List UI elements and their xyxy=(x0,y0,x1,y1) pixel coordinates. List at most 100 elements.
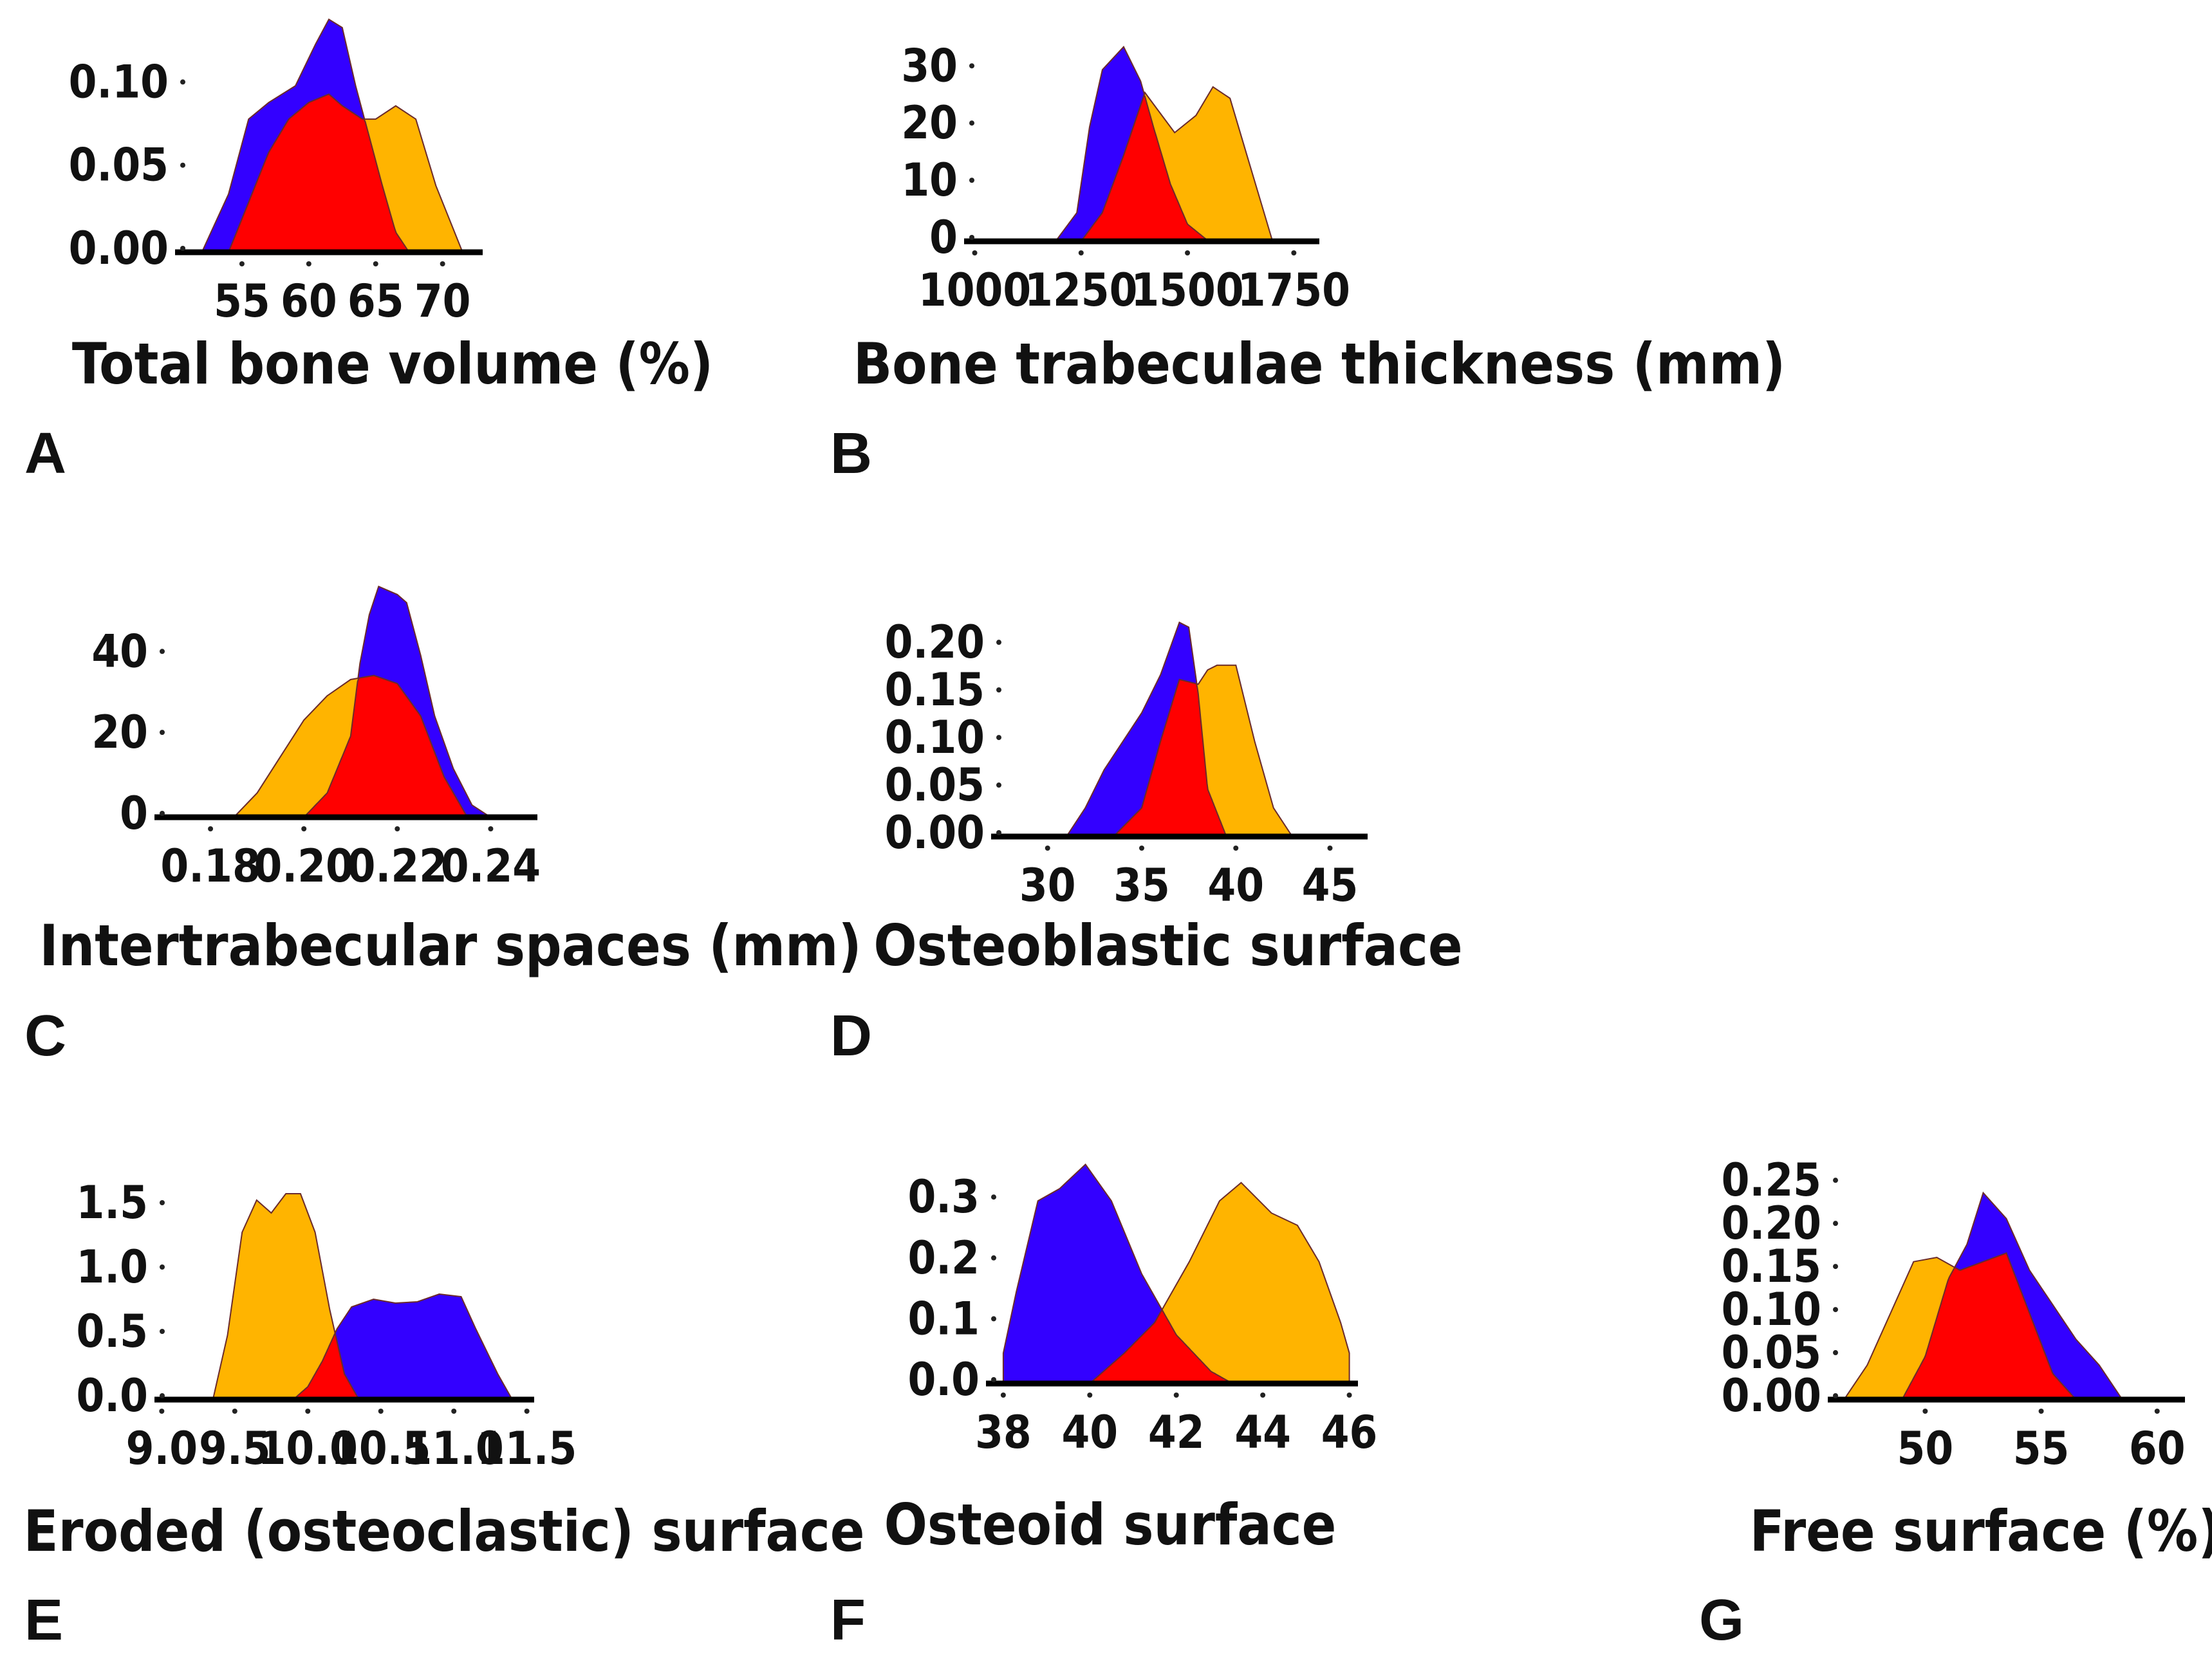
y-tick-label: 0.15 xyxy=(885,663,985,716)
x-axis-title: Osteoblastic surface xyxy=(873,912,1462,979)
y-tick-mark xyxy=(1833,1221,1838,1227)
y-tick-mark xyxy=(160,1393,165,1398)
panel-c: 0.180.200.220.24 0 20 40 Intertrabecular spa… xyxy=(24,585,862,1068)
y-tick-mark xyxy=(969,63,974,69)
y-tick-mark xyxy=(160,1264,165,1270)
y-tick-label: 0.20 xyxy=(1722,1197,1821,1250)
series-overlap-area xyxy=(302,674,469,818)
y-tick-label: 0.00 xyxy=(69,222,169,275)
y-tick-label: 0.10 xyxy=(69,55,169,108)
y-tick-label: 0.25 xyxy=(1722,1154,1821,1207)
y-tick-mark xyxy=(1833,1264,1838,1270)
x-tick-label: 1250 xyxy=(1025,264,1137,317)
panel-a: 55 60 65 70 0.00 0.05 0.10 Total bone volume (%… xyxy=(24,18,713,486)
x-tick-mark xyxy=(488,826,494,831)
x-tick-label: 44 xyxy=(1234,1406,1291,1459)
x-tick-mark xyxy=(1260,1393,1266,1398)
x-tick-mark xyxy=(1173,1393,1179,1398)
x-tick-mark xyxy=(451,1409,457,1414)
y-tick-mark xyxy=(996,640,1001,645)
x-tick-mark xyxy=(2154,1409,2160,1414)
y-tick-label: 20 xyxy=(91,706,148,759)
y-tick-label: 1.0 xyxy=(76,1241,148,1293)
y-tick-mark xyxy=(160,730,165,736)
panel-letter: E xyxy=(24,1588,63,1652)
y-tick-label: 0.0 xyxy=(76,1369,148,1422)
series-overlap-area xyxy=(227,93,411,253)
y-tick-label: 0.20 xyxy=(885,616,985,669)
panel-letter: B xyxy=(830,421,872,486)
y-tick-mark xyxy=(969,235,974,240)
x-tick-label: 35 xyxy=(1113,859,1170,912)
y-tick-mark xyxy=(160,1200,165,1205)
y-tick-mark xyxy=(969,120,974,126)
y-tick-label: 0.0 xyxy=(907,1353,980,1406)
x-tick-mark xyxy=(1185,250,1191,255)
y-tick-label: 0.15 xyxy=(1722,1240,1821,1293)
x-axis-title: Eroded (osteoclastic) surface xyxy=(23,1498,864,1564)
x-tick-label: 9.0 xyxy=(126,1422,198,1475)
x-tick-label: 1000 xyxy=(918,264,1031,317)
series-overlap-area xyxy=(1088,1308,1235,1384)
series-overlap-area xyxy=(1111,678,1228,837)
y-tick-mark xyxy=(996,687,1001,693)
y-tick-mark xyxy=(969,178,974,183)
x-tick-mark xyxy=(301,826,307,831)
x-tick-label: 0.24 xyxy=(441,840,541,893)
x-tick-label: 30 xyxy=(1019,859,1076,912)
x-tick-label: 65 xyxy=(348,275,404,328)
x-tick-label: 0.20 xyxy=(254,840,353,893)
y-tick-label: 10 xyxy=(901,154,958,207)
x-axis-title: Free surface (%) xyxy=(1750,1498,2212,1564)
panel-letter: G xyxy=(1699,1588,1744,1652)
y-tick-mark xyxy=(996,830,1001,835)
x-tick-label: 0.18 xyxy=(160,840,260,893)
x-tick-mark xyxy=(1327,846,1333,851)
y-tick-label: 40 xyxy=(91,625,148,678)
y-tick-mark xyxy=(991,1316,996,1322)
y-tick-label: 20 xyxy=(901,97,958,149)
x-tick-mark xyxy=(208,826,214,831)
x-axis-title: Intertrabecular spaces (mm) xyxy=(39,912,861,979)
y-tick-mark xyxy=(991,1194,996,1200)
x-tick-label: 45 xyxy=(1302,859,1359,912)
x-tick-mark xyxy=(306,261,311,266)
y-tick-label: 30 xyxy=(901,39,958,92)
x-tick-mark xyxy=(972,250,978,255)
x-tick-mark xyxy=(1139,846,1144,851)
y-tick-label: 0.00 xyxy=(885,806,985,859)
x-tick-mark xyxy=(2038,1409,2044,1414)
panel-letter: D xyxy=(830,1004,872,1068)
panel-e: 9.0 9.510.010.511.011.5 0.0 0.5 1.0 1.5 Eroded… xyxy=(23,1176,864,1652)
y-tick-mark xyxy=(160,1329,165,1334)
y-tick-mark xyxy=(180,162,185,168)
y-tick-label: 0 xyxy=(929,211,958,264)
panel-letter: C xyxy=(24,1004,66,1068)
y-tick-label: 0.10 xyxy=(1722,1283,1821,1336)
y-tick-mark xyxy=(1833,1393,1838,1398)
x-tick-label: 40 xyxy=(1207,859,1264,912)
x-tick-mark xyxy=(1087,1393,1093,1398)
x-tick-label: 55 xyxy=(214,275,270,328)
y-tick-mark xyxy=(996,735,1001,741)
x-axis-title: Total bone volume (%) xyxy=(72,331,713,397)
panel-d: 30 35 40 45 0.000.050.100.150.20 Osteoblastic… xyxy=(830,616,1463,1068)
x-tick-label: 70 xyxy=(414,275,471,328)
series-overlap-area xyxy=(1901,1252,2077,1400)
y-tick-mark xyxy=(160,649,165,654)
y-tick-label: 0 xyxy=(120,787,148,840)
x-tick-mark xyxy=(378,1409,384,1414)
x-tick-mark xyxy=(1045,846,1050,851)
x-tick-label: 42 xyxy=(1148,1406,1205,1459)
y-tick-label: 0.05 xyxy=(885,759,985,811)
x-tick-mark xyxy=(159,1409,165,1414)
x-tick-mark xyxy=(1346,1393,1352,1398)
y-tick-label: 0.10 xyxy=(885,711,985,764)
x-tick-label: 11.0 xyxy=(404,1422,503,1475)
y-tick-label: 0.05 xyxy=(1722,1326,1821,1379)
x-tick-label: 9.5 xyxy=(199,1422,271,1475)
x-tick-label: 38 xyxy=(975,1406,1032,1459)
y-tick-label: 0.5 xyxy=(76,1305,148,1358)
y-tick-label: 0.1 xyxy=(907,1292,980,1345)
y-tick-mark xyxy=(991,1255,996,1261)
